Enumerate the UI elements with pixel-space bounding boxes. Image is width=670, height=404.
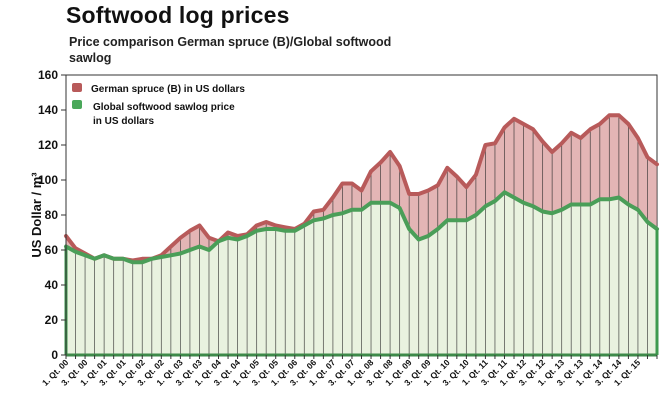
chart-title: Softwood log prices	[66, 2, 290, 28]
legend-label-global-2: in US dollars	[93, 116, 155, 127]
y-tick-label: 0	[51, 348, 58, 362]
y-tick-label: 160	[38, 68, 58, 82]
legend-label-german: German spruce (B) in US dollars	[91, 84, 245, 95]
legend: German spruce (B) in US dollars Global s…	[72, 83, 245, 127]
y-tick-label: 80	[45, 208, 59, 222]
y-tick-label: 60	[45, 243, 59, 257]
y-tick-label: 140	[38, 103, 58, 117]
legend-swatch-german	[72, 83, 82, 92]
legend-swatch-global	[72, 100, 82, 109]
x-ticks: 1. Qt. 003. Qt. 001. Qt. 013. Qt. 011. Q…	[40, 355, 658, 388]
y-ticks: 0 20 40 60 80 100 120 140 160	[38, 68, 66, 362]
y-tick-label: 100	[38, 173, 58, 187]
y-axis-label: US Dollar / m³	[29, 172, 44, 258]
legend-label-global-1: Global softwood sawlog price	[93, 102, 235, 113]
y-tick-label: 20	[45, 313, 59, 327]
y-tick-label: 120	[38, 138, 58, 152]
y-tick-label: 40	[45, 278, 59, 292]
chart-subtitle: Price comparison German spruce (B)/Globa…	[69, 35, 392, 65]
